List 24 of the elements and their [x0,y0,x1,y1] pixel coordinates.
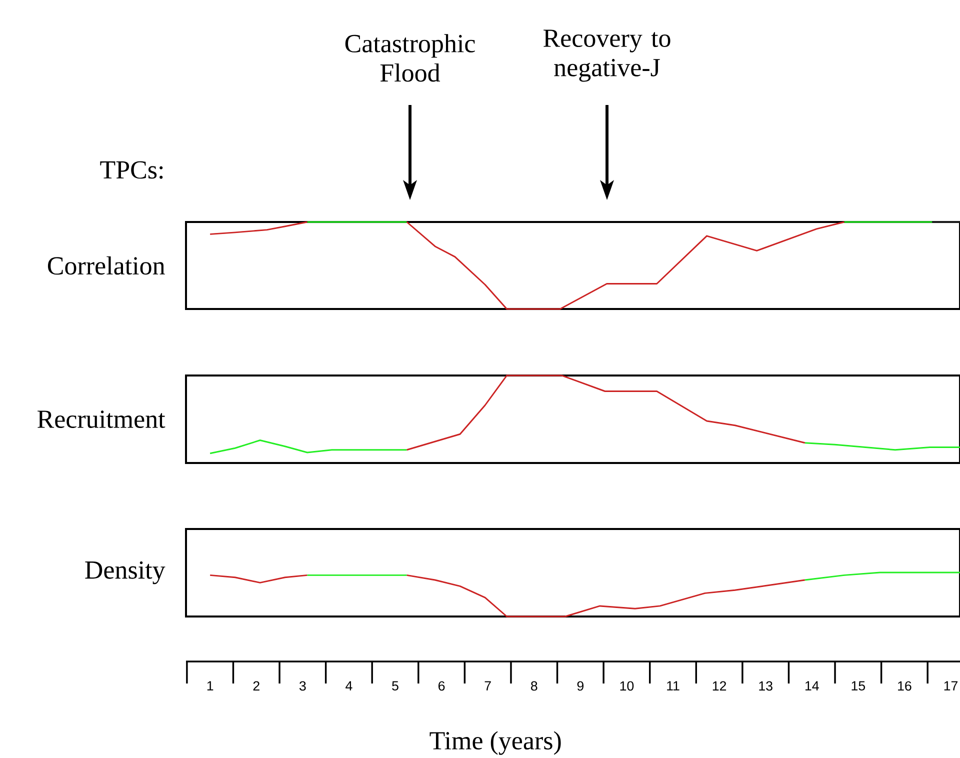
x-tick-label: 1 [207,681,214,690]
x-tick-label: 3 [299,681,306,691]
x-tick-label: 10 [620,681,634,691]
x-tick-label: 8 [530,681,538,691]
x-tick-label: 15 [852,681,866,691]
x-tick-label: 4 [346,681,352,690]
x-tick-label: 13 [759,681,772,691]
y-axis-title: Recruitment [38,410,166,428]
x-tick-label: 2 [253,681,260,691]
x-tick-label: 12 [712,681,726,691]
text: Catastrophic Flood [345,34,475,82]
text: Recovery to negative-J [544,30,670,82]
x-tick-label: 16 [898,681,912,691]
x-tick-label: 6 [438,681,445,691]
y-axis-title: Density [85,561,166,584]
x-axis-title: Time (years) [430,731,561,755]
x-tick-label: 11 [667,681,680,690]
x-tick-label: 7 [484,681,491,690]
x-tick-label: 9 [577,681,584,691]
y-axis-title: Correlation [48,256,165,275]
x-tick-label: 5 [392,681,398,691]
x-tick-label: 17 [944,681,958,690]
text: TPCs: [100,161,163,179]
x-tick-label: 14 [805,681,819,690]
